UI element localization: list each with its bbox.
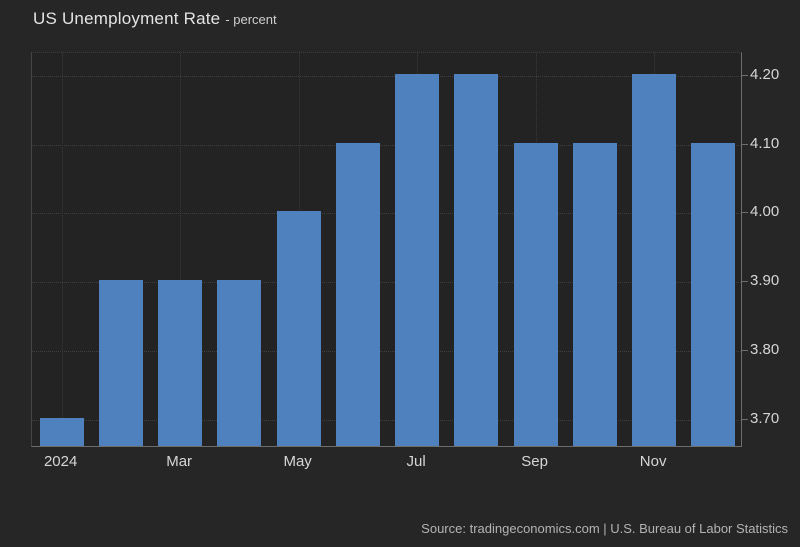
gridline-vertical [61,53,63,446]
x-tick-label: Nov [639,453,667,470]
y-tick-label: 4.10 [750,134,780,152]
x-tick-label: May [283,453,312,470]
chart-header: US Unemployment Rate - percent [33,9,277,29]
y-tick-label: 3.70 [750,409,780,427]
y-tick-label: 4.00 [750,203,780,221]
page-title: US Unemployment Rate [33,9,221,28]
bar[interactable] [632,73,677,446]
x-tick-label: Sep [521,453,548,470]
bar[interactable] [395,73,440,446]
bar[interactable] [335,142,380,446]
bar[interactable] [691,142,736,446]
gridline-horizontal [32,75,741,77]
bar[interactable] [98,280,143,446]
bar[interactable] [276,211,321,446]
bar[interactable] [513,142,558,446]
y-tick-label: 3.80 [750,340,780,358]
x-tick-label: Mar [166,453,193,470]
gridline-horizontal [32,350,741,352]
bar[interactable] [217,280,262,446]
gridline-vertical [180,53,182,446]
x-tick-label: 2024 [43,453,78,470]
bar[interactable] [572,142,617,446]
gridline-horizontal [32,213,741,215]
y-axis-tick [742,143,748,145]
gridline-horizontal [32,282,741,284]
y-axis-tick [742,212,748,214]
bar[interactable] [158,280,203,446]
source-attribution: Source: tradingeconomics.com | U.S. Bure… [421,521,788,536]
y-tick-label: 4.20 [750,65,780,83]
y-tick-label: 3.90 [750,272,780,290]
bar[interactable] [454,73,499,446]
gridline-horizontal [32,419,741,421]
y-axis-tick [742,281,748,283]
y-axis-tick [742,349,748,351]
y-axis-tick [742,418,748,420]
y-axis-tick [742,74,748,76]
plot-area [31,52,742,447]
chart-unit-label: - percent [225,12,277,27]
bar[interactable] [39,417,84,446]
x-tick-label: Jul [406,453,426,470]
gridline-horizontal [32,144,741,146]
